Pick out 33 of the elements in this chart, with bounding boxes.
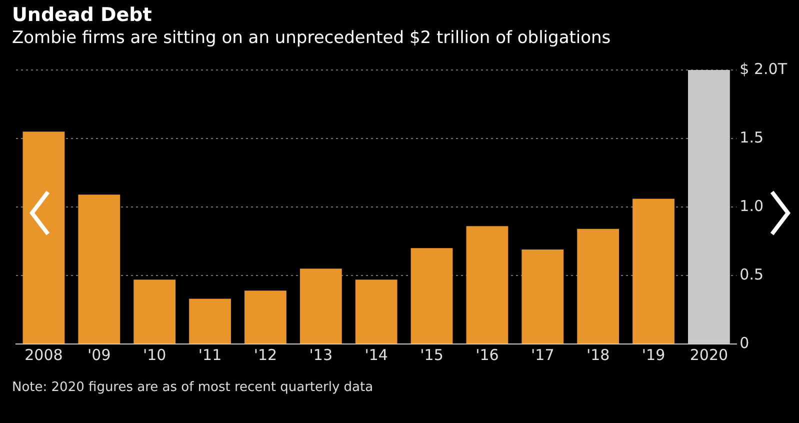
chart-title: Undead Debt [12,4,152,26]
x-tick-label: '18 [586,346,610,364]
chart-subtitle: Zombie firms are sitting on an unprecedented $2 trillion of obligations [12,28,611,48]
x-tick-label: '14 [364,346,388,364]
x-tick-label: '16 [476,346,499,364]
x-tick-label: 2008 [24,346,63,364]
y-tick-label: 1.5 [740,128,764,146]
bar [134,280,176,344]
bar [189,298,231,344]
x-tick-label: 2020 [690,346,728,364]
y-tick-label: 0.5 [740,265,764,284]
bar [632,198,674,344]
text: Note: 2020 figures are as of most recent quarterly data [12,380,374,395]
x-tick-label: '11 [198,346,222,364]
bar [577,228,620,344]
x-tick-label: '10 [142,346,166,364]
bar [355,280,398,344]
y-tick-label: 1.0 [740,196,764,215]
y-tick-label: 0 [740,334,750,352]
bar [22,132,65,344]
x-tick-label: '12 [254,346,278,364]
x-tick-label: '13 [309,346,333,364]
bar [300,268,342,344]
bar [466,226,508,344]
x-tick-label: '09 [88,346,111,364]
bar [410,248,453,344]
x-tick-label: '15 [420,346,444,364]
bar [522,249,564,344]
bar [78,194,120,344]
y-tick-label: $ 2.0T [740,60,788,78]
x-tick-label: '17 [531,346,554,364]
bar [244,290,286,344]
x-tick-label: '19 [642,346,666,364]
